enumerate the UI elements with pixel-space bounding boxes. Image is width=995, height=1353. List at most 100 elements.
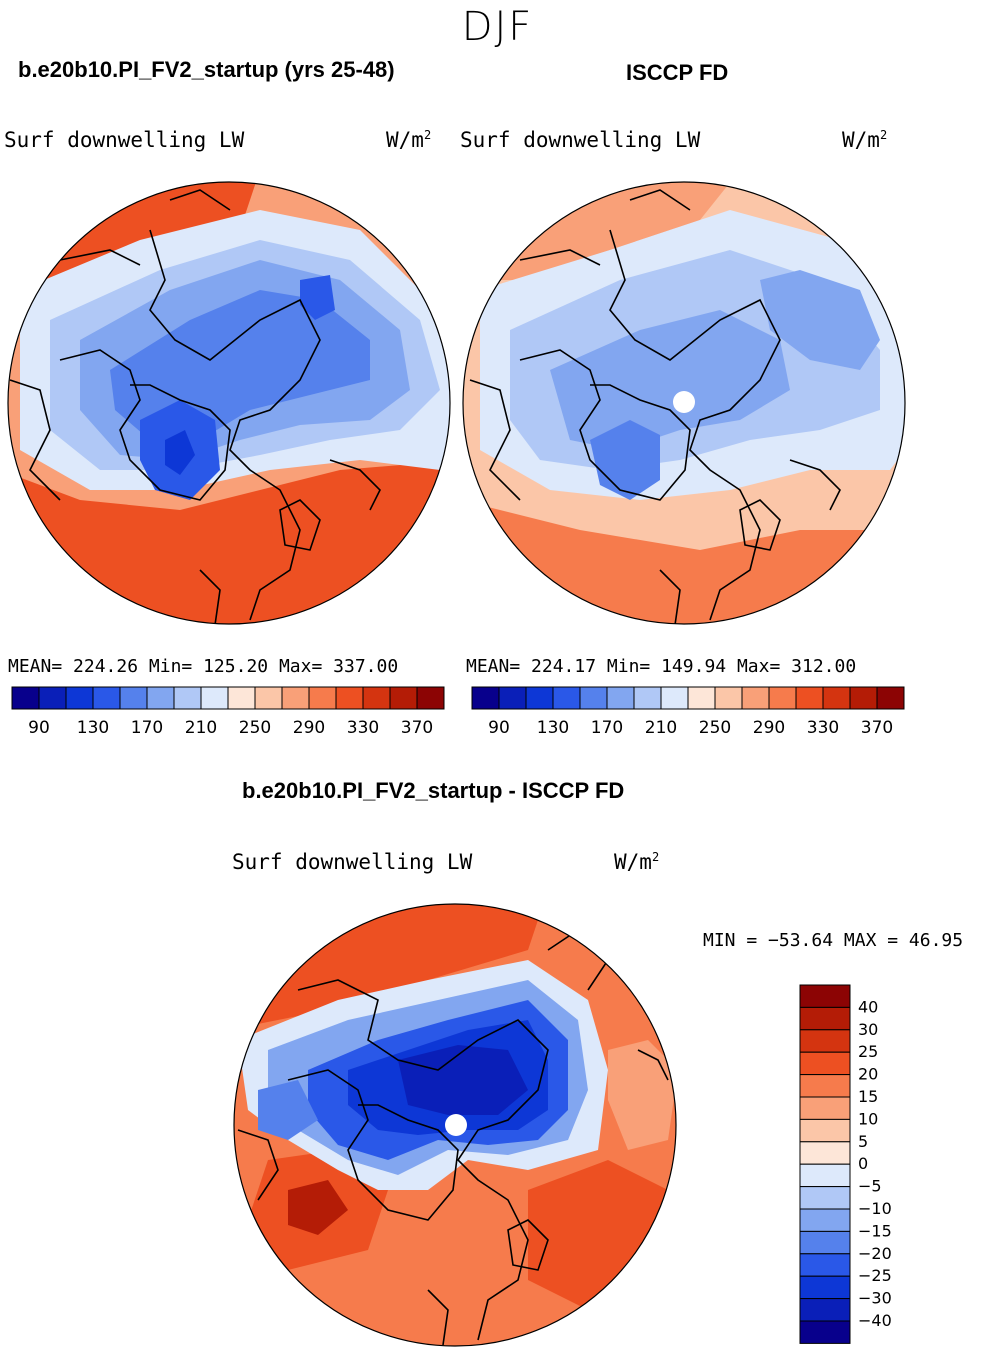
left-colorbar-box xyxy=(11,686,40,710)
right-colorbar-box xyxy=(471,686,500,710)
diff-colorbar-tick-label: 5 xyxy=(858,1132,868,1151)
left-colorbar-box xyxy=(227,686,256,710)
right-colorbar-box xyxy=(822,686,851,710)
left-polar-map xyxy=(7,181,451,625)
diff-colorbar-tick-label: −15 xyxy=(858,1221,892,1240)
right-polar-map xyxy=(462,181,906,625)
right-colorbar-box xyxy=(768,686,797,710)
left-colorbar-box xyxy=(146,686,175,710)
right-colorbar-box xyxy=(876,686,905,710)
diff-colorbar-box xyxy=(799,1298,851,1322)
right-colorbar-tick-label: 210 xyxy=(645,718,677,738)
season-title: DJF xyxy=(461,4,534,50)
right-panel-title: ISCCP FD xyxy=(626,60,729,85)
left-units-label: W/m2 xyxy=(386,128,432,152)
diff-colorbar-box xyxy=(799,1275,851,1300)
right-colorbar-tick-label: 370 xyxy=(861,718,893,738)
right-colorbar-tick-label: 250 xyxy=(699,718,731,738)
right-colorbar-tick-label: 170 xyxy=(591,718,623,738)
diff-colorbar-box xyxy=(799,1253,851,1277)
right-colorbar-tick-label: 330 xyxy=(807,718,839,738)
left-colorbar-tick-label: 170 xyxy=(131,718,163,738)
diff-colorbar-tick-label: 30 xyxy=(858,1020,878,1039)
left-colorbar-tick-label: 330 xyxy=(347,718,379,738)
right-colorbar-box xyxy=(525,686,554,710)
pole-hole xyxy=(673,391,695,413)
right-colorbar-box xyxy=(579,686,608,710)
left-colorbar-box xyxy=(200,686,229,710)
diff-colorbar-tick-label: −10 xyxy=(858,1199,892,1218)
left-colorbar-tick-label: 210 xyxy=(185,718,217,738)
left-colorbar-box xyxy=(38,686,67,710)
diff-variable-label: Surf downwelling LW xyxy=(232,850,473,874)
left-colorbar-box xyxy=(416,686,445,710)
diff-colorbar-box xyxy=(799,1006,851,1031)
diff-colorbar-tick-label: −30 xyxy=(858,1289,892,1308)
left-variable-label: Surf downwelling LW xyxy=(4,128,245,152)
diff-colorbar-box xyxy=(799,984,851,1008)
left-colorbar-box xyxy=(92,686,121,710)
left-colorbar-box xyxy=(362,686,391,710)
right-colorbar-box xyxy=(795,686,824,710)
left-colorbar: 90 130 170 210 250 290 330 370 xyxy=(11,686,445,738)
left-panel-title: b.e20b10.PI_FV2_startup (yrs 25-48) xyxy=(18,57,395,82)
right-colorbar-tick-label: 130 xyxy=(537,718,569,738)
diff-colorbar-box xyxy=(799,1141,851,1165)
left-colorbar-box xyxy=(281,686,310,710)
right-variable-label: Surf downwelling LW xyxy=(460,128,701,152)
pole-hole xyxy=(445,1114,467,1136)
left-colorbar-box xyxy=(254,686,283,710)
diff-colorbar-box xyxy=(799,1051,851,1076)
diff-colorbar-box xyxy=(799,1320,851,1344)
left-stats: MEAN= 224.26 Min= 125.20 Max= 337.00 xyxy=(8,656,399,677)
left-colorbar-box xyxy=(389,686,418,710)
left-colorbar-tick-label: 130 xyxy=(77,718,109,738)
diff-colorbar-box xyxy=(799,1163,851,1188)
diff-polar-map xyxy=(233,903,677,1347)
diff-colorbar-box xyxy=(799,1074,851,1098)
left-colorbar-box xyxy=(335,686,364,710)
diff-colorbar-box xyxy=(799,1186,851,1210)
diff-colorbar: 40 30 25 20 15 10 5 0 −5 −10 −15 −20 −25 −30 −40 xyxy=(799,984,892,1344)
right-colorbar-box xyxy=(552,686,581,710)
diff-minmax: MIN = −53.64 MAX = 46.95 xyxy=(703,930,964,951)
diff-colorbar-tick-label: 20 xyxy=(858,1065,878,1084)
right-colorbar-box xyxy=(741,686,770,710)
right-colorbar-tick-label: 290 xyxy=(753,718,785,738)
diff-panel-title: b.e20b10.PI_FV2_startup - ISCCP FD xyxy=(242,778,625,803)
diff-colorbar-tick-label: −40 xyxy=(858,1311,892,1330)
right-colorbar-tick-label: 90 xyxy=(488,718,510,738)
diff-units-label: W/m2 xyxy=(614,850,660,874)
left-colorbar-tick-label: 90 xyxy=(28,718,50,738)
left-colorbar-tick-label: 250 xyxy=(239,718,271,738)
left-colorbar-tick-label: 370 xyxy=(401,718,433,738)
right-colorbar-box xyxy=(687,686,716,710)
diff-colorbar-tick-label: 40 xyxy=(858,997,878,1016)
diff-colorbar-tick-label: 10 xyxy=(858,1109,878,1128)
right-units-label: W/m2 xyxy=(842,128,888,152)
left-colorbar-box xyxy=(119,686,148,710)
diff-colorbar-box xyxy=(799,1118,851,1143)
right-colorbar-box xyxy=(606,686,635,710)
diff-colorbar-box xyxy=(799,1230,851,1255)
diff-colorbar-box xyxy=(799,1029,851,1053)
diff-colorbar-tick-label: −5 xyxy=(858,1177,882,1196)
diff-colorbar-box xyxy=(799,1096,851,1120)
right-stats: MEAN= 224.17 Min= 149.94 Max= 312.00 xyxy=(466,656,857,677)
diff-colorbar-tick-label: 25 xyxy=(858,1042,878,1061)
left-colorbar-box xyxy=(308,686,337,710)
right-colorbar: 90 130 170 210 250 290 330 370 xyxy=(471,686,905,738)
diff-colorbar-tick-label: 0 xyxy=(858,1154,868,1173)
left-colorbar-box xyxy=(65,686,94,710)
right-colorbar-box xyxy=(498,686,527,710)
left-colorbar-box xyxy=(173,686,202,710)
left-colorbar-tick-label: 290 xyxy=(293,718,325,738)
diff-colorbar-tick-label: −25 xyxy=(858,1266,892,1285)
diff-colorbar-tick-label: −20 xyxy=(858,1244,892,1263)
right-colorbar-box xyxy=(714,686,743,710)
diff-colorbar-tick-label: 15 xyxy=(858,1087,878,1106)
right-colorbar-box xyxy=(849,686,878,710)
diff-colorbar-box xyxy=(799,1208,851,1232)
right-colorbar-box xyxy=(660,686,689,710)
right-colorbar-box xyxy=(633,686,662,710)
